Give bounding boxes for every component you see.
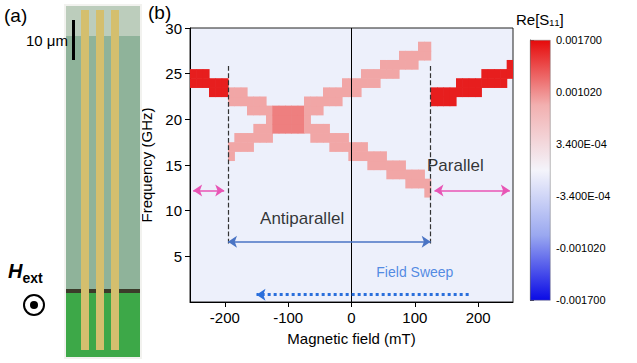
svg-text:Parallel: Parallel xyxy=(427,156,484,175)
svg-text:Field Sweep: Field Sweep xyxy=(376,264,453,280)
svg-text:Hext: Hext xyxy=(8,260,43,286)
svg-text:0.001020: 0.001020 xyxy=(556,86,602,98)
svg-text:5: 5 xyxy=(174,248,182,265)
svg-text:-200: -200 xyxy=(210,309,240,326)
svg-text:3.400E-04: 3.400E-04 xyxy=(556,138,607,150)
svg-text:Magnetic field (mT): Magnetic field (mT) xyxy=(287,330,415,347)
svg-text:200: 200 xyxy=(466,309,491,326)
svg-text:100: 100 xyxy=(402,309,427,326)
svg-text:15: 15 xyxy=(165,157,182,174)
svg-text:-0.001700: -0.001700 xyxy=(556,294,606,306)
svg-text:Re[S₁₁]: Re[S₁₁] xyxy=(516,11,564,28)
svg-text:Frequency (GHz): Frequency (GHz) xyxy=(138,107,156,223)
svg-text:Antiparallel: Antiparallel xyxy=(260,209,344,228)
svg-text:-3.400E-04: -3.400E-04 xyxy=(556,190,610,202)
svg-text:30: 30 xyxy=(165,20,182,37)
svg-text:20: 20 xyxy=(165,111,182,128)
svg-text:(b): (b) xyxy=(148,2,172,23)
svg-text:25: 25 xyxy=(165,65,182,82)
svg-text:10 μm: 10 μm xyxy=(26,32,68,49)
svg-text:-100: -100 xyxy=(273,309,303,326)
svg-text:(a): (a) xyxy=(4,5,27,26)
svg-text:0.001700: 0.001700 xyxy=(556,34,602,46)
svg-text:-0.001020: -0.001020 xyxy=(556,242,606,254)
svg-text:10: 10 xyxy=(165,202,182,219)
svg-text:0: 0 xyxy=(347,309,355,326)
